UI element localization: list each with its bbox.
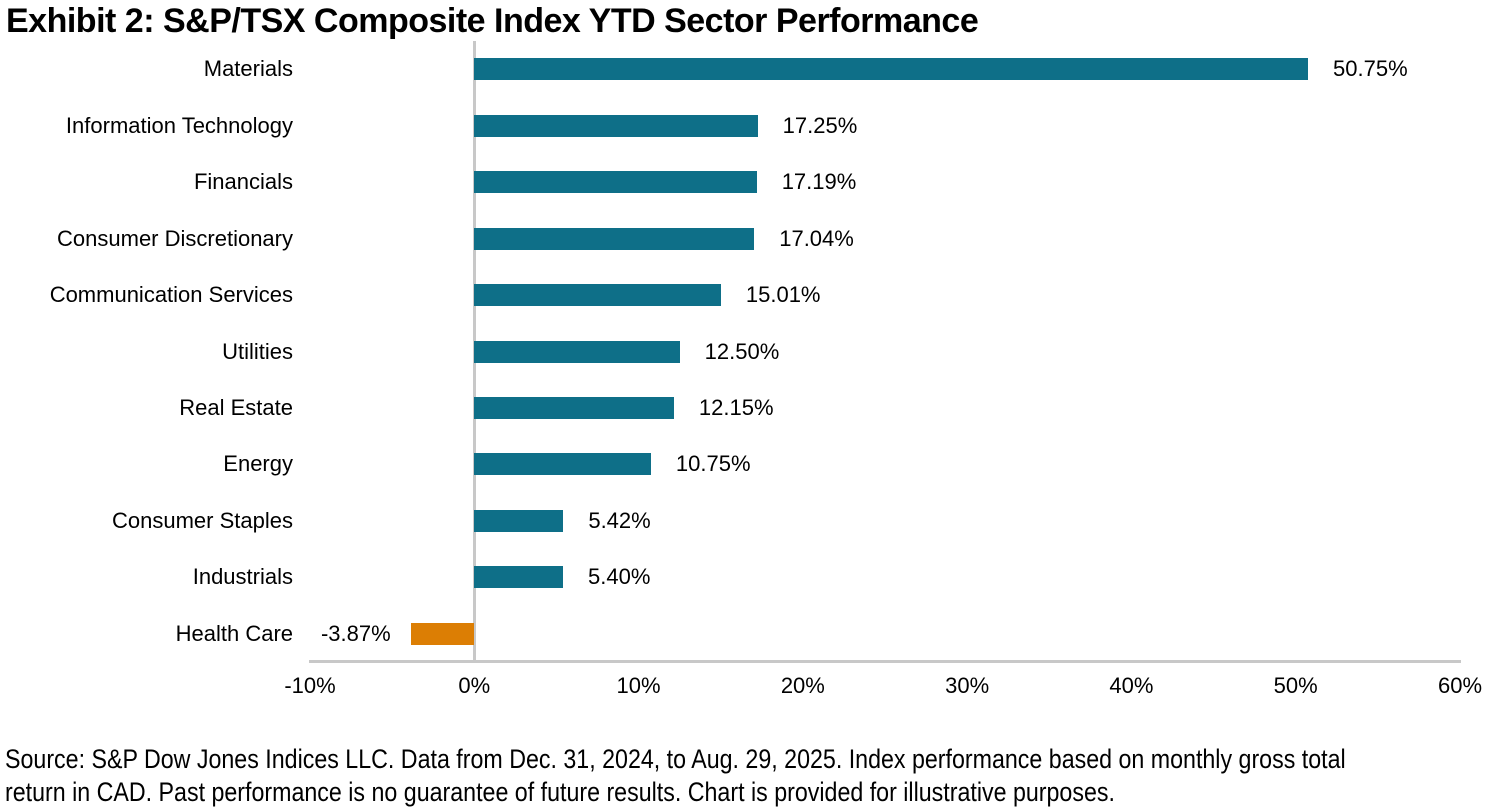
chart-title: Exhibit 2: S&P/TSX Composite Index YTD S… [6,2,979,40]
source-note: Source: S&P Dow Jones Indices LLC. Data … [5,743,1485,809]
category-label: Health Care [175,620,293,646]
x-tick-label: 0% [458,673,491,698]
bar [410,622,475,645]
value-label: 10.75% [675,451,751,477]
bar [474,171,757,194]
category-label: Real Estate [179,394,293,420]
x-tick-label: 20% [780,673,825,698]
category-label: Energy [223,451,293,477]
bar [474,227,755,250]
bar [474,58,1309,81]
x-tick-label: 60% [1437,673,1483,698]
value-label: 50.75% [1333,56,1408,82]
category-label: Communication Services [49,282,293,308]
value-label: 17.04% [779,225,854,251]
category-label: Financials [193,169,293,195]
bar [474,396,674,419]
source-note-line1: Source: S&P Dow Jones Indices LLC. Data … [5,744,1346,774]
value-label: 5.42% [588,507,651,533]
value-label: -3.87% [320,620,391,646]
value-label: 15.01% [745,282,821,308]
x-tick-label: 30% [945,673,990,698]
value-label: 12.50% [704,338,780,364]
value-label: 17.19% [781,169,857,195]
category-label: Materials [203,56,293,82]
x-axis-line [309,660,1461,663]
category-label: Information Technology [65,112,293,138]
bar [474,284,721,307]
bar [474,340,680,363]
source-note-line2: return in CAD. Past performance is no gu… [5,777,1115,807]
bar [474,453,651,476]
x-tick-label: -10% [284,673,336,698]
x-tick-label: 10% [616,673,661,698]
category-label: Industrials [192,564,293,590]
x-tick-label: 50% [1273,673,1318,698]
category-label: Utilities [222,338,293,364]
value-label: 12.15% [698,394,774,420]
bar [474,114,758,137]
bar [474,566,563,589]
category-label: Consumer Discretionary [57,225,293,251]
value-label: 5.40% [588,564,651,590]
x-tick-label: 40% [1109,673,1154,698]
value-label: 17.25% [782,112,858,138]
category-label: Consumer Staples [112,507,293,533]
bar [474,509,564,532]
